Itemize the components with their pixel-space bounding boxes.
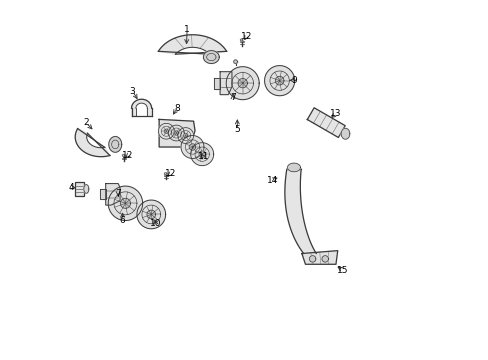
Polygon shape [100,189,105,199]
Polygon shape [233,60,237,63]
Polygon shape [168,125,184,141]
Text: 8: 8 [174,104,180,113]
Polygon shape [147,210,155,219]
Polygon shape [105,184,120,205]
Text: 10: 10 [149,219,161,228]
Text: 7: 7 [115,189,121,198]
Polygon shape [158,123,174,139]
Text: 4: 4 [69,183,74,192]
Text: 14: 14 [266,176,278,185]
Polygon shape [159,120,195,147]
Polygon shape [306,108,345,138]
Polygon shape [178,128,193,143]
Polygon shape [75,129,110,157]
Polygon shape [108,186,142,221]
Polygon shape [203,51,219,63]
Text: 7: 7 [230,93,235,102]
Polygon shape [275,76,284,85]
Polygon shape [199,151,205,157]
Polygon shape [164,129,168,133]
Polygon shape [220,72,231,95]
Polygon shape [164,173,166,175]
Polygon shape [137,200,165,229]
Polygon shape [301,251,337,264]
Polygon shape [122,154,124,156]
Text: 1: 1 [184,25,190,34]
Polygon shape [214,78,220,89]
Text: 9: 9 [291,76,297,85]
Text: 15: 15 [337,266,348,275]
Polygon shape [131,99,151,116]
Polygon shape [190,143,213,166]
Polygon shape [238,78,247,88]
Polygon shape [109,136,122,152]
Polygon shape [309,256,315,262]
Text: 12: 12 [240,32,251,41]
Polygon shape [83,185,89,193]
Polygon shape [285,169,316,253]
Text: 6: 6 [120,216,125,225]
Text: 12: 12 [165,169,176,178]
Text: 13: 13 [329,109,341,118]
Polygon shape [120,198,130,208]
Text: 12: 12 [122,152,133,161]
Polygon shape [226,67,259,100]
Text: 2: 2 [83,118,89,127]
Polygon shape [321,256,328,262]
Text: 5: 5 [234,125,240,134]
Polygon shape [341,128,349,139]
Polygon shape [264,66,294,96]
Polygon shape [287,163,300,172]
Polygon shape [181,135,203,158]
Polygon shape [189,144,195,150]
Text: 3: 3 [129,86,135,95]
Polygon shape [240,39,243,41]
Polygon shape [174,131,178,135]
Text: 11: 11 [197,152,208,161]
Bar [75,182,84,196]
Polygon shape [158,35,226,54]
Polygon shape [183,134,187,138]
